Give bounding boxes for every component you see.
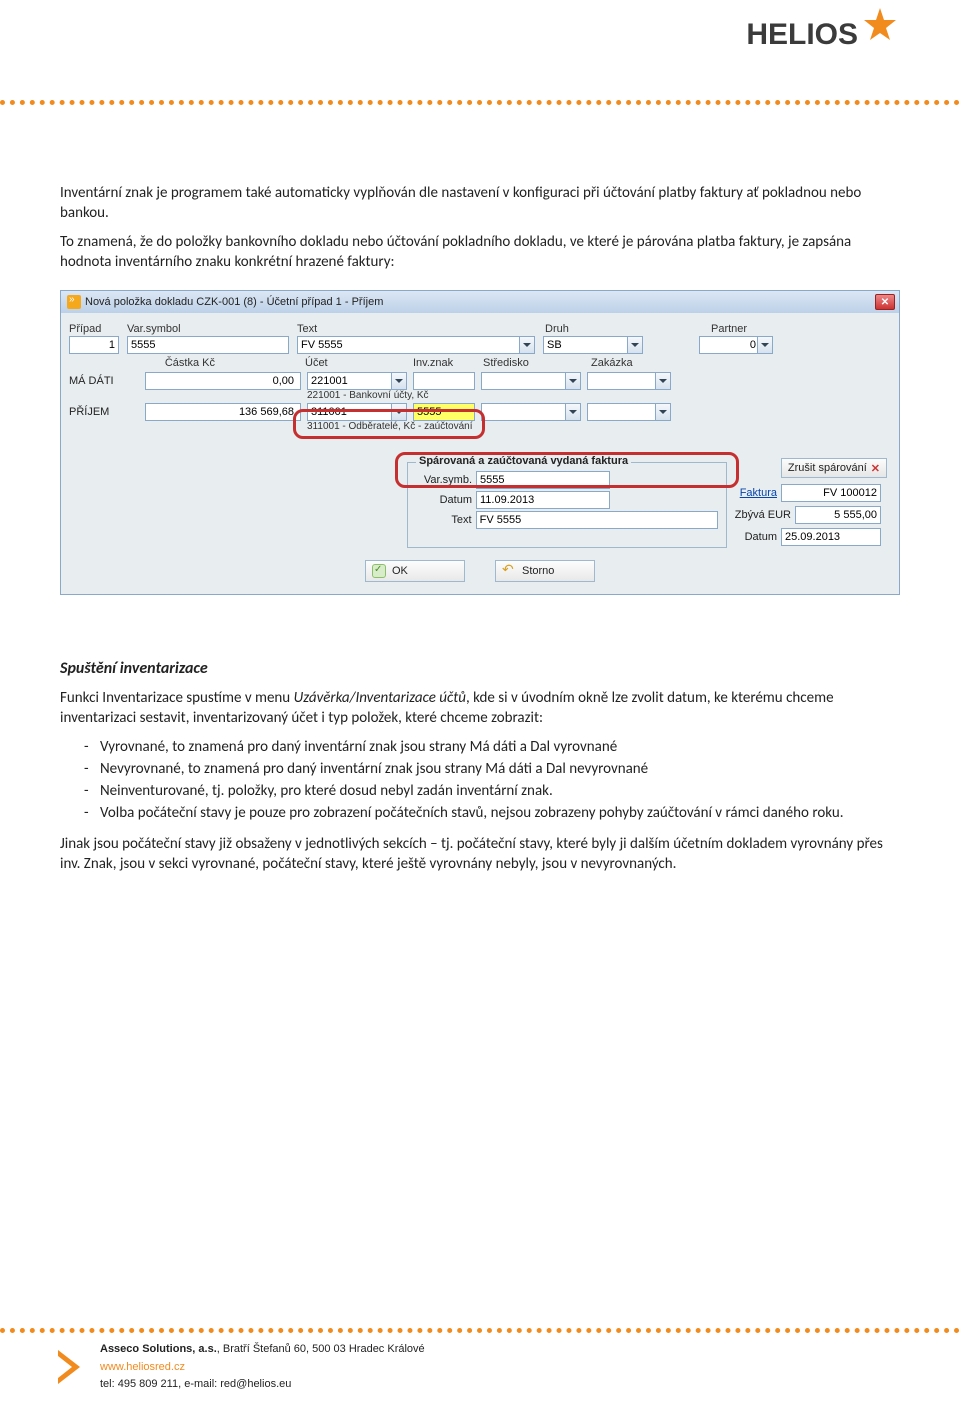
lbl-varsymbol: Var.symbol [127, 323, 297, 335]
input-madati-amt[interactable] [145, 372, 301, 390]
input-fs-datum2[interactable] [781, 528, 881, 546]
lbl-invznak: Inv.znak [413, 357, 483, 369]
lower-panel: Spárovaná a zaúčtovaná vydaná faktura Va… [69, 458, 891, 548]
lbl-text: Text [297, 323, 505, 335]
check-icon [372, 564, 386, 578]
lbl-fs-zbyva: Zbývá EUR [733, 509, 795, 521]
paragraph-4: Jinak jsou počáteční stavy již obsaženy … [60, 834, 900, 875]
lbl-ucet: Účet [305, 357, 413, 369]
dialog-window: Nová položka dokladu CZK-001 (8) - Účetn… [60, 290, 900, 595]
footer-company-bold: Asseco Solutions, a.s. [100, 1343, 217, 1355]
bullet-2: Nevyrovnané, to znamená pro daný inventá… [60, 759, 900, 779]
chevron-down-icon[interactable] [391, 373, 406, 389]
heading-spusteni: Spuštění inventarizace [60, 659, 900, 678]
arrow-icon [54, 1346, 86, 1388]
chevron-down-icon[interactable] [565, 404, 580, 420]
highlight-2 [395, 452, 739, 488]
bullet-4: Volba počáteční stavy je pouze pro zobra… [60, 803, 900, 823]
footer-content: Asseco Solutions, a.s., Bratří Štefanů 6… [0, 1333, 960, 1406]
input-madati-inv[interactable] [413, 372, 475, 390]
chevron-down-icon[interactable] [627, 337, 642, 353]
zrusit-button[interactable]: Zrušit spárování ✕ [781, 458, 887, 478]
para3-lead: Funkci Inventarizace spustíme v menu [60, 689, 294, 707]
button-bar: OK Storno [69, 556, 891, 590]
lbl-fs-text: Text [416, 514, 476, 526]
input-text[interactable] [297, 336, 535, 354]
combo-druh[interactable] [543, 336, 643, 354]
link-faktura[interactable]: Faktura [733, 487, 781, 499]
bullet-1: Vyrovnané, to znamená pro daný inventárn… [60, 737, 900, 757]
footer-tel: tel: 495 809 211, e-mail: red@helios.eu [100, 1376, 960, 1394]
page-header: HELIOS [60, 0, 900, 100]
paragraph-3: Funkci Inventarizace spustíme v menu Uzá… [60, 688, 900, 729]
input-fs-zbyva[interactable] [795, 506, 881, 524]
input-fs-faktura[interactable] [781, 484, 881, 502]
input-fs-datum1[interactable] [476, 491, 610, 509]
lbl-fs-datum1: Datum [416, 494, 476, 506]
paragraph-2: To znamená, že do položky bankovního dok… [60, 232, 900, 273]
desc-madati-ucet: 221001 - Bankovní účty, Kč [307, 390, 891, 401]
lbl-zakazka: Zakázka [591, 357, 681, 369]
window-title: Nová položka dokladu CZK-001 (8) - Účetn… [85, 296, 383, 308]
lbl-castka: Částka Kč [69, 357, 221, 369]
chevron-down-icon[interactable] [655, 373, 670, 389]
lbl-fs-datum2: Datum [733, 531, 781, 543]
logo-text: HELIOS [746, 18, 858, 52]
undo-icon [502, 564, 516, 578]
ok-button[interactable]: OK [365, 560, 465, 582]
input-prijem-amt[interactable] [145, 403, 301, 421]
star-icon [860, 6, 900, 46]
chevron-down-icon[interactable] [655, 404, 670, 420]
chevron-down-icon[interactable] [565, 373, 580, 389]
combo-text[interactable] [297, 336, 535, 354]
right-mini-panel: Zrušit spárování ✕ Faktura Zbývá EUR Datu… [733, 458, 887, 548]
page-footer: Asseco Solutions, a.s., Bratří Štefanů 6… [0, 1328, 960, 1406]
lbl-partner: Partner [711, 323, 841, 335]
chevron-down-icon[interactable] [757, 337, 772, 353]
chevron-down-icon[interactable] [519, 337, 534, 353]
bullet-list: Vyrovnané, to znamená pro daný inventárn… [60, 737, 900, 824]
footer-company: Asseco Solutions, a.s., Bratří Štefanů 6… [100, 1341, 960, 1359]
lbl-madati: MÁ DÁTI [69, 375, 125, 387]
combo-partner[interactable] [699, 336, 773, 354]
input-varsymbol[interactable] [127, 336, 289, 354]
highlight-1 [293, 409, 485, 439]
input-fs-text[interactable] [476, 511, 718, 529]
combo-madati-stred[interactable] [481, 372, 581, 390]
footer-company-rest: , Bratří Štefanů 60, 500 03 Hradec Králo… [217, 1343, 425, 1355]
input-pripad[interactable] [69, 336, 119, 354]
close-icon: ✕ [871, 462, 880, 475]
form-body: Případ Var.symbol Text Druh Partner [61, 313, 899, 594]
combo-prijem-stred[interactable] [481, 403, 581, 421]
zrusit-label: Zrušit spárování [788, 462, 867, 474]
lbl-prijem: PŘÍJEM [69, 406, 125, 418]
paragraph-1: Inventární znak je programem také automa… [60, 183, 900, 224]
lbl-pripad: Případ [69, 323, 127, 335]
footer-url: www.heliosred.cz [100, 1359, 960, 1377]
storno-button[interactable]: Storno [495, 560, 595, 582]
lbl-druh: Druh [545, 323, 711, 335]
logo: HELIOS [746, 18, 900, 52]
para3-menu-path: Uzávěrka/Inventarizace účtů [294, 689, 466, 707]
storno-label: Storno [522, 565, 554, 577]
window-icon [67, 295, 81, 309]
lbl-stredisko: Středisko [483, 357, 591, 369]
combo-madati-zak[interactable] [587, 372, 671, 390]
close-button[interactable]: ✕ [875, 294, 895, 310]
bullet-3: Neinventurované, tj. položky, pro které … [60, 781, 900, 801]
combo-madati-ucet[interactable] [307, 372, 407, 390]
content: Inventární znak je programem také automa… [60, 105, 900, 874]
titlebar: Nová položka dokladu CZK-001 (8) - Účetn… [61, 291, 899, 313]
ok-label: OK [392, 565, 408, 577]
combo-prijem-zak[interactable] [587, 403, 671, 421]
